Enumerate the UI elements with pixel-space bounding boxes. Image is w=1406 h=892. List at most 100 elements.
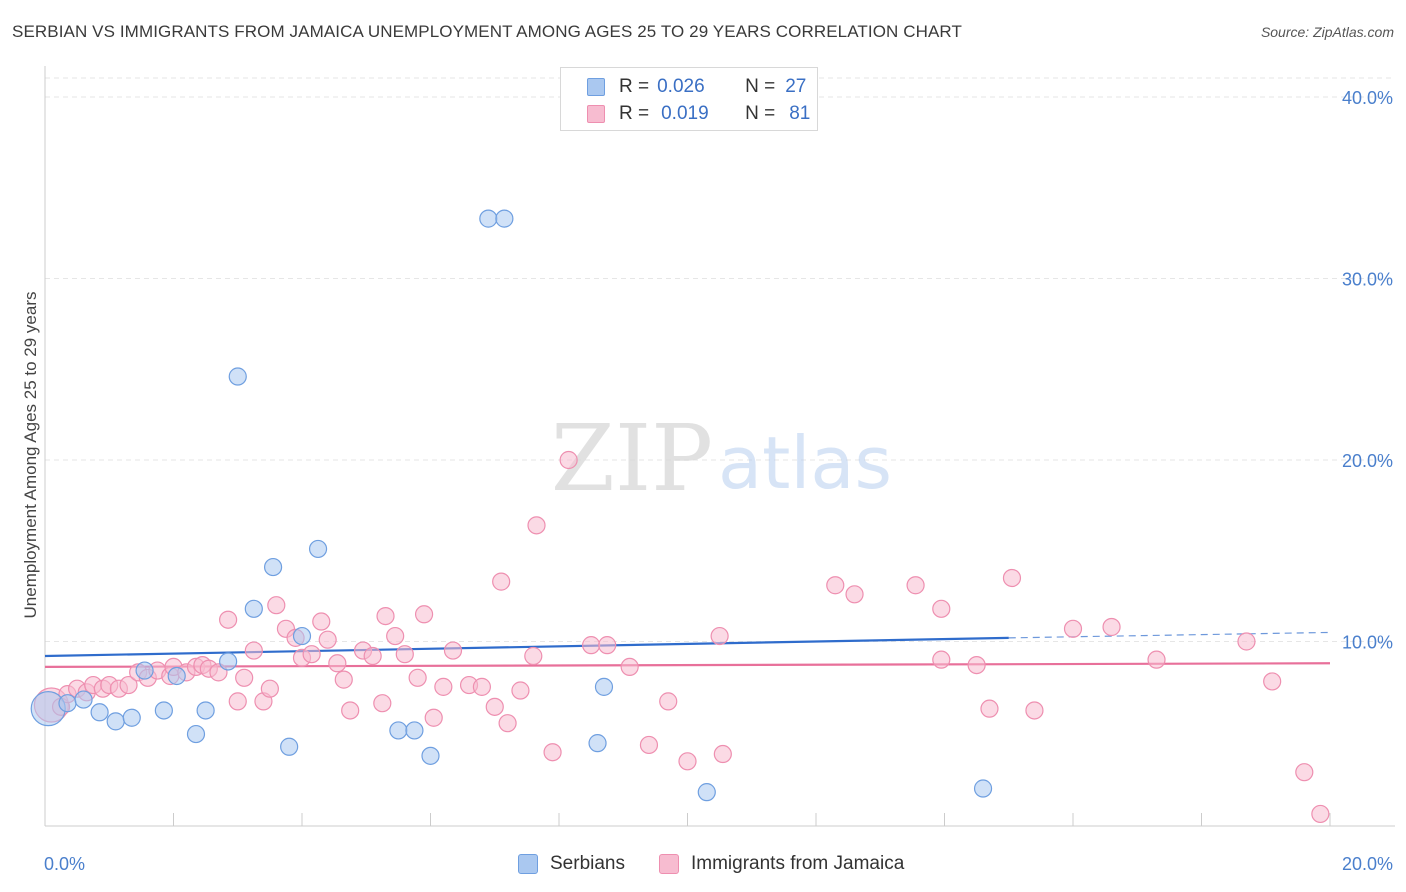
point-serbians bbox=[263, 557, 283, 577]
grid-lines bbox=[45, 77, 1395, 642]
trend-lines bbox=[44, 631, 1331, 669]
point-jamaica bbox=[244, 641, 263, 660]
legend-r-value: 0.019 bbox=[661, 103, 709, 124]
point-serbians bbox=[244, 599, 263, 618]
y-tick-label: 30.0% bbox=[1342, 270, 1393, 290]
y-axis-label: Unemployment Among Ages 25 to 29 years bbox=[21, 292, 40, 619]
legend-r-value: 0.026 bbox=[657, 76, 705, 97]
point-jamaica bbox=[386, 626, 405, 646]
legend-n-value: 27 bbox=[785, 76, 807, 97]
point-serbians bbox=[495, 209, 514, 228]
point-serbians bbox=[588, 734, 607, 753]
point-jamaica bbox=[376, 606, 395, 626]
trend-extension-serbians bbox=[1008, 631, 1331, 639]
point-serbians bbox=[135, 661, 154, 680]
point-jamaica bbox=[119, 675, 138, 695]
point-serbians bbox=[90, 703, 109, 722]
point-jamaica bbox=[559, 450, 578, 470]
bottom-legend-jamaica: Immigrants from Jamaica bbox=[659, 852, 904, 876]
point-serbians bbox=[219, 652, 238, 671]
point-jamaica bbox=[312, 612, 331, 631]
point-jamaica bbox=[395, 645, 414, 664]
source-label: Source: ZipAtlas.com bbox=[1260, 24, 1394, 40]
point-jamaica bbox=[845, 585, 864, 604]
point-jamaica bbox=[1263, 672, 1282, 691]
point-serbians bbox=[389, 721, 408, 740]
point-jamaica bbox=[363, 646, 382, 666]
legend-r-label: R = bbox=[619, 103, 650, 124]
point-jamaica bbox=[639, 735, 659, 755]
legend-n-label: N = bbox=[745, 76, 776, 97]
point-jamaica bbox=[1237, 632, 1256, 651]
point-jamaica bbox=[302, 645, 321, 664]
point-jamaica bbox=[524, 646, 543, 666]
point-serbians bbox=[280, 737, 299, 756]
point-jamaica bbox=[228, 692, 247, 711]
point-jamaica bbox=[967, 655, 986, 675]
point-jamaica bbox=[980, 699, 999, 718]
watermark-atlas: atlas bbox=[718, 421, 892, 505]
point-jamaica bbox=[511, 681, 530, 700]
point-serbians bbox=[167, 666, 186, 686]
y-tick-label: 10.0% bbox=[1342, 633, 1393, 653]
point-jamaica bbox=[267, 596, 286, 615]
chart-title: SERBIAN VS IMMIGRANTS FROM JAMAICA UNEMP… bbox=[12, 22, 962, 41]
point-serbians bbox=[479, 209, 498, 228]
point-jamaica bbox=[1025, 701, 1044, 720]
point-serbians bbox=[186, 724, 206, 744]
bottom-legend-serbians: Serbians bbox=[518, 852, 625, 876]
point-jamaica bbox=[434, 677, 453, 696]
point-serbians bbox=[421, 746, 440, 765]
point-serbians bbox=[594, 677, 614, 696]
point-jamaica bbox=[1311, 804, 1330, 824]
watermark: ZIP atlas bbox=[551, 405, 892, 512]
point-jamaica bbox=[659, 692, 678, 711]
point-serbians bbox=[74, 690, 93, 709]
bottom-legend-label-serbians: Serbians bbox=[550, 853, 625, 874]
trend-line-jamaica bbox=[44, 662, 1331, 669]
point-serbians bbox=[106, 712, 125, 731]
point-jamaica bbox=[424, 708, 443, 727]
bottom-legend-swatch-serbians bbox=[518, 854, 538, 874]
point-serbians bbox=[122, 708, 141, 727]
point-jamaica bbox=[598, 636, 617, 655]
point-serbians bbox=[228, 367, 247, 386]
point-serbians bbox=[292, 626, 312, 646]
legend: R = 0.026 N = 27 R = 0.019 N = 81 bbox=[560, 67, 818, 131]
point-jamaica bbox=[620, 657, 639, 677]
point-jamaica bbox=[1295, 763, 1314, 782]
point-serbians bbox=[58, 694, 77, 713]
point-jamaica bbox=[260, 679, 279, 698]
legend-swatch-jamaica bbox=[587, 105, 605, 123]
point-jamaica bbox=[582, 636, 601, 655]
point-jamaica bbox=[341, 701, 360, 720]
point-jamaica bbox=[543, 743, 562, 762]
point-jamaica bbox=[443, 641, 463, 660]
data-points bbox=[30, 209, 1330, 824]
point-jamaica bbox=[527, 516, 546, 535]
point-jamaica bbox=[492, 572, 511, 591]
point-jamaica bbox=[318, 630, 337, 649]
legend-row-jamaica: R = 0.019 N = 81 bbox=[587, 102, 810, 126]
point-jamaica bbox=[932, 650, 951, 669]
point-jamaica bbox=[235, 668, 254, 687]
point-jamaica bbox=[334, 670, 353, 689]
point-serbians bbox=[308, 539, 328, 559]
point-serbians bbox=[405, 721, 424, 740]
point-jamaica bbox=[710, 626, 729, 646]
point-jamaica bbox=[408, 668, 427, 687]
tick-labels: 10.0% 20.0% 30.0% 40.0% 0.0% 20.0% bbox=[44, 88, 1393, 874]
point-jamaica bbox=[1063, 619, 1083, 638]
point-serbians bbox=[154, 701, 173, 720]
point-jamaica bbox=[1102, 617, 1121, 637]
point-jamaica bbox=[498, 714, 517, 733]
point-serbians bbox=[30, 691, 66, 727]
point-jamaica bbox=[1002, 568, 1022, 588]
point-jamaica bbox=[373, 694, 392, 713]
point-serbians bbox=[196, 701, 215, 720]
point-jamaica bbox=[932, 599, 951, 618]
point-jamaica bbox=[328, 654, 347, 673]
legend-n-label: N = bbox=[745, 103, 776, 124]
legend-n-value: 81 bbox=[789, 103, 811, 124]
